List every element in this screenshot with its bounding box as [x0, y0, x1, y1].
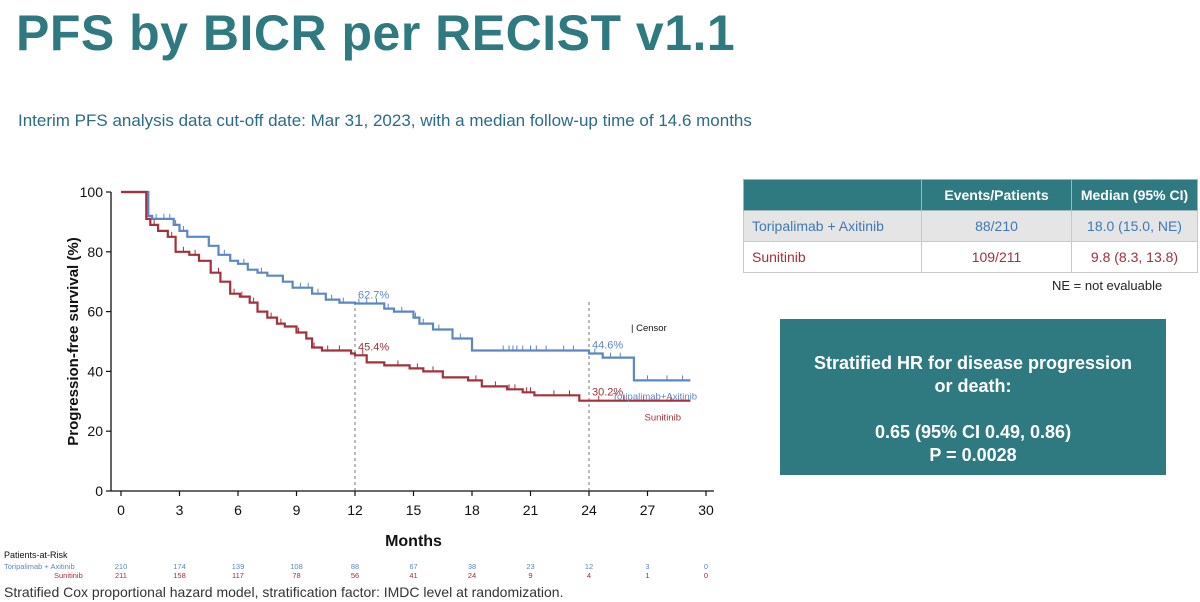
at-risk-value: 12 [585, 562, 593, 571]
x-tick-label: 18 [464, 502, 480, 518]
series-label-toripalimab: Toripalimab+Axitinib [612, 391, 697, 402]
y-tick-label: 100 [80, 184, 104, 200]
at-risk-value: 139 [232, 562, 245, 571]
y-tick-label: 60 [87, 304, 103, 320]
x-tick-label: 30 [698, 502, 714, 518]
events-value: 109/211 [921, 241, 1072, 273]
arm-name: Toripalimab + Axitinib [743, 210, 922, 242]
header-events: Events/Patients [921, 179, 1072, 211]
header-median: Median (95% CI) [1071, 179, 1198, 211]
y-tick-label: 80 [87, 244, 103, 260]
at-risk-value: 0 [704, 571, 708, 580]
at-risk-value: 174 [173, 562, 186, 571]
hr-label-line1: Stratified HR for disease progression [813, 353, 1133, 373]
at-risk-value: 210 [115, 562, 128, 571]
at-risk-value: 67 [409, 562, 417, 571]
y-tick-label: 20 [87, 423, 103, 439]
at-risk-value: 78 [292, 571, 300, 580]
at-risk-value: 9 [528, 571, 532, 580]
at-risk-value: 38 [468, 562, 476, 571]
at-risk-value: 108 [290, 562, 303, 571]
y-tick-label: 40 [87, 363, 103, 379]
at-risk-row-label: Sunitinib [54, 571, 83, 580]
events-value: 88/210 [921, 210, 1072, 242]
x-axis-label: Months [385, 533, 442, 550]
at-risk-value: 88 [351, 562, 359, 571]
at-risk-value: 0 [704, 562, 708, 571]
hazard-ratio-box: Stratified HR for disease progression or… [780, 319, 1166, 475]
table-row-sunitinib: Sunitinib 109/211 9.8 (8.3, 13.8) [743, 241, 1198, 273]
hr-value: 0.65 (95% CI 0.49, 0.86) [874, 422, 1072, 442]
y-tick-label: 0 [95, 483, 103, 499]
at-risk-value: 24 [468, 571, 476, 580]
median-annotation: 30.2% [592, 387, 623, 399]
km-curve-toripalimab [121, 190, 691, 382]
at-risk-value: 3 [645, 562, 649, 571]
y-axis-label: Progression-free survival (%) [65, 237, 82, 445]
results-table: Events/Patients Median (95% CI) Toripali… [743, 179, 1198, 273]
at-risk-value: 158 [173, 571, 186, 580]
x-tick-label: 12 [347, 502, 363, 518]
x-tick-label: 21 [523, 502, 539, 518]
x-tick-label: 27 [640, 502, 656, 518]
x-tick-label: 0 [117, 502, 125, 518]
slide-subtitle: Interim PFS analysis data cut-off date: … [18, 111, 752, 130]
hr-label-line2: or death: [934, 376, 1012, 396]
at-risk-value: 117 [232, 571, 244, 580]
at-risk-value: 23 [526, 562, 534, 571]
median-value: 9.8 (8.3, 13.8) [1071, 241, 1198, 273]
median-annotation: 62.7% [358, 290, 389, 302]
km-chart: 0 3 6 9 12 15 18 21 24 27 30020406080100MonthsProg… [4, 184, 714, 580]
median-annotation: 44.6% [592, 339, 623, 351]
x-tick-label: 9 [293, 502, 301, 518]
series-label-sunitinib: Sunitinib [645, 413, 681, 424]
at-risk-row-label: Toripalimab + Axitinib [4, 562, 75, 571]
x-tick-label: 15 [406, 502, 422, 518]
censor-legend: | Censor [631, 323, 667, 334]
at-risk-value: 4 [587, 571, 591, 580]
footnote: Stratified Cox proportional hazard model… [4, 584, 564, 600]
x-tick-label: 3 [176, 502, 184, 518]
ne-note: NE = not evaluable [1052, 278, 1163, 293]
at-risk-title: Patients-at-Risk [4, 550, 68, 560]
x-tick-label: 24 [581, 502, 597, 518]
x-tick-label: 6 [234, 502, 242, 518]
at-risk-value: 1 [645, 571, 649, 580]
at-risk-value: 56 [351, 571, 359, 580]
slide-title: PFS by BICR per RECIST v1.1 [16, 5, 736, 61]
at-risk-value: 41 [409, 571, 417, 580]
results-table-header: Events/Patients Median (95% CI) [743, 179, 1198, 211]
header-arm [743, 179, 922, 211]
p-value: P = 0.0028 [929, 445, 1017, 465]
at-risk-value: 211 [115, 571, 127, 580]
arm-name: Sunitinib [743, 241, 922, 273]
median-value: 18.0 (15.0, NE) [1071, 210, 1198, 242]
median-annotation: 45.4% [358, 341, 389, 353]
km-curve-sunitinib [121, 190, 691, 402]
table-row-toripalimab: Toripalimab + Axitinib 88/210 18.0 (15.0… [743, 210, 1198, 242]
